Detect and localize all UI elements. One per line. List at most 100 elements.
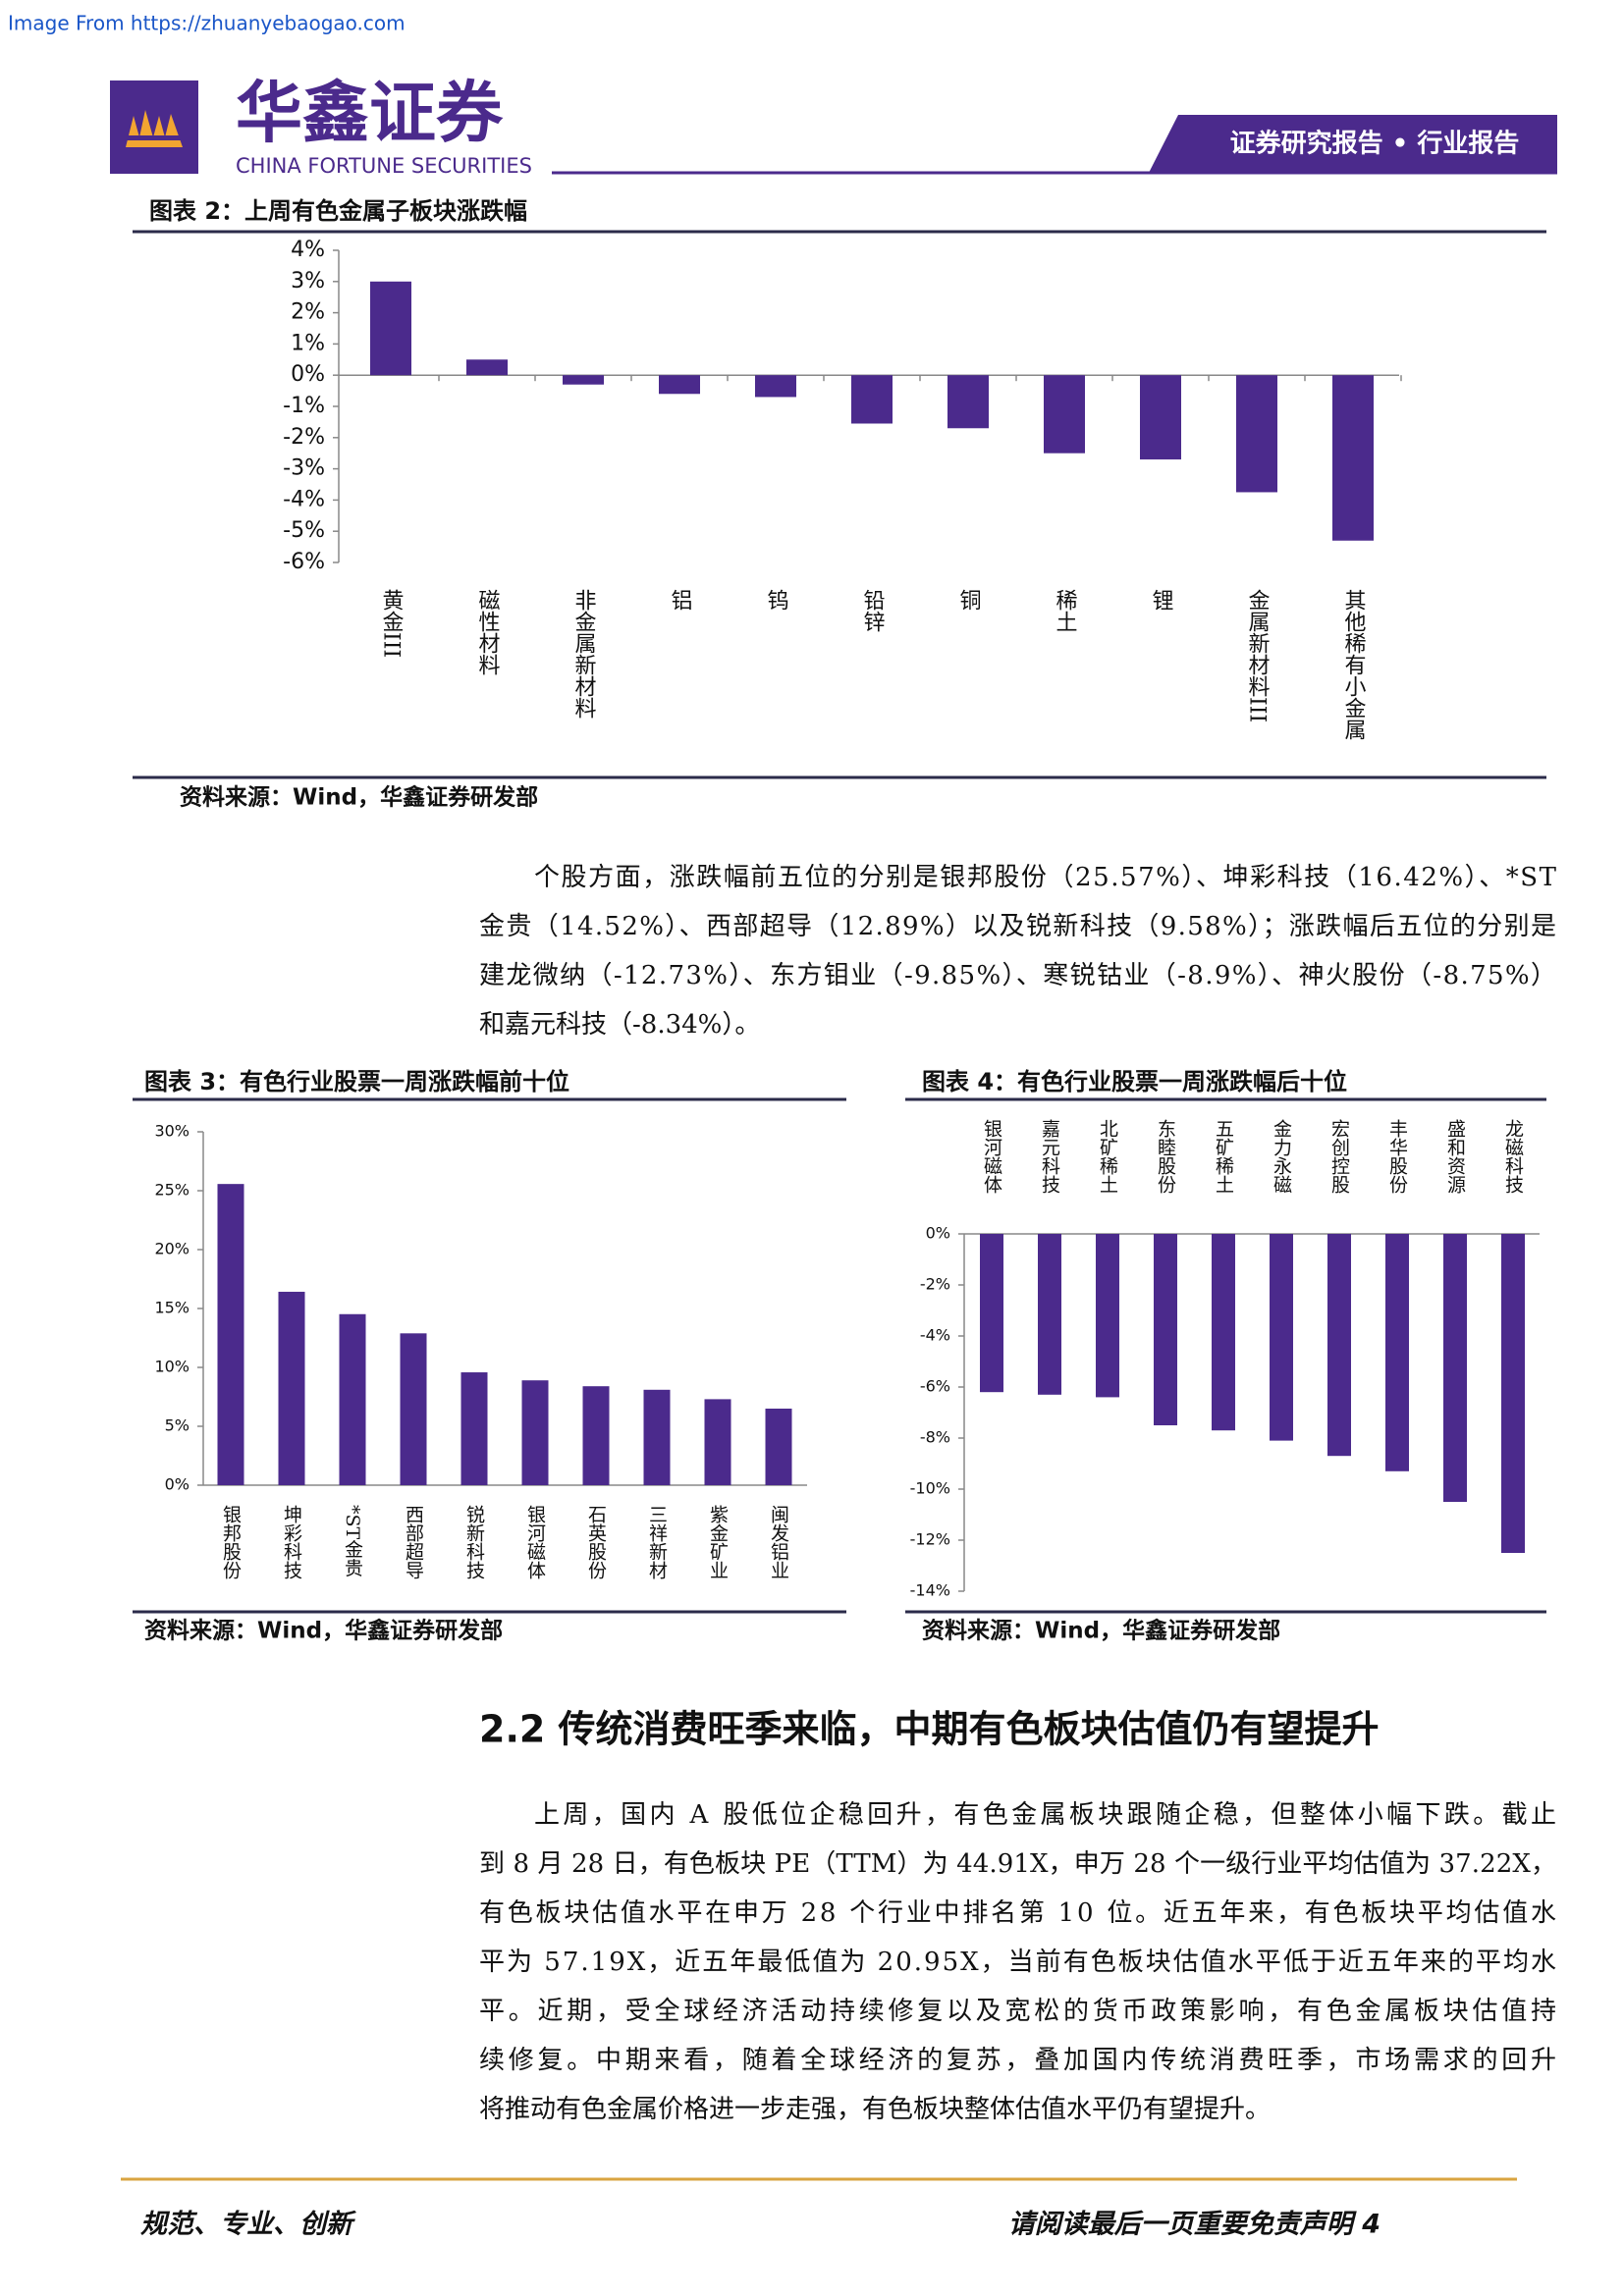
bar xyxy=(563,375,604,385)
x-tick-label: 石英股份 xyxy=(585,1505,607,1579)
x-tick-label: 铅锌 xyxy=(860,589,886,632)
y-tick-label: 20% xyxy=(154,1240,189,1258)
bar xyxy=(339,1313,366,1485)
x-tick-label: 磁性材料 xyxy=(475,589,501,675)
paragraph-line: 将推动有色金属价格进一步走强，有色板块整体估值水平仍有望提升。 xyxy=(479,2095,1271,2124)
company-name-en: CHINA FORTUNE SECURITIES xyxy=(236,154,532,178)
bar xyxy=(582,1386,610,1485)
paragraph-line: 个股方面，涨跌幅前五位的分别是银邦股份（25.57%）、坤彩科技（16.42%）… xyxy=(534,863,1557,892)
footer-disclaimer: 请阅读最后一页重要免责声明 4 xyxy=(1008,2210,1380,2240)
logo-icon xyxy=(124,110,185,147)
x-tick-label: 银河磁体 xyxy=(524,1505,546,1579)
paragraph-line: 金贵（14.52%）、西部超导（12.89%）以及锐新科技（9.58%）；涨跌幅… xyxy=(479,912,1556,941)
company-name: 华鑫证券 xyxy=(236,76,504,153)
x-tick-label: 宏创控股 xyxy=(1328,1119,1350,1194)
bar xyxy=(1270,1234,1293,1441)
bar xyxy=(1332,375,1374,541)
x-tick-label: 其他稀有小金属 xyxy=(1341,589,1367,740)
y-tick-label: -8% xyxy=(920,1428,950,1447)
chart-source: 资料来源：Wind，华鑫证券研发部 xyxy=(922,1618,1280,1644)
bar xyxy=(521,1380,549,1485)
x-tick-label: 铝 xyxy=(668,589,693,611)
x-tick-label: 盛和资源 xyxy=(1444,1119,1466,1195)
bar xyxy=(217,1184,244,1485)
y-tick-label: 4% xyxy=(291,238,325,262)
x-tick-label: 坤彩科技 xyxy=(281,1505,302,1579)
paragraph-line: 和嘉元科技（-8.34%）。 xyxy=(479,1010,760,1040)
x-tick-label: 北矿稀土 xyxy=(1097,1119,1118,1194)
y-tick-label: -4% xyxy=(283,487,325,511)
paragraph-line: 有色板块估值水平在申万 28 个行业中排名第 10 位。近五年来，有色板块平均估… xyxy=(479,1898,1556,1928)
y-tick-label: 15% xyxy=(154,1299,189,1317)
chart-source: 资料来源：Wind，华鑫证券研发部 xyxy=(144,1618,503,1644)
paragraph-line: 建龙微纳（-12.73%）、东方钼业（-9.85%）、寒锐钴业（-8.9%）、神… xyxy=(479,961,1556,990)
y-tick-label: -4% xyxy=(920,1326,950,1345)
x-tick-label: 五矿稀土 xyxy=(1213,1119,1234,1194)
x-tick-label: 黄金III xyxy=(379,589,405,658)
source-note: Image From https://zhuanyebaogao.com xyxy=(8,12,406,35)
chart-title: 图表 3：有色行业股票一周涨跌幅前十位 xyxy=(144,1068,569,1095)
bar xyxy=(755,375,796,398)
x-tick-label: 稀土 xyxy=(1053,589,1078,632)
x-tick-label: 非金属新材料 xyxy=(571,589,597,719)
y-tick-label: 0% xyxy=(291,362,325,387)
report-type: 证券研究报告 • 行业报告 xyxy=(1230,129,1520,159)
x-tick-label: 三祥新材 xyxy=(646,1505,668,1579)
bar xyxy=(851,375,893,424)
bar xyxy=(643,1389,671,1485)
x-tick-label: 龙磁科技 xyxy=(1502,1119,1524,1194)
bar xyxy=(1327,1234,1351,1457)
bar xyxy=(1096,1234,1119,1398)
y-tick-label: 2% xyxy=(291,300,325,325)
bar xyxy=(765,1409,792,1485)
bar xyxy=(460,1372,488,1485)
bar xyxy=(1443,1234,1467,1502)
y-tick-label: 3% xyxy=(291,269,325,294)
y-tick-label: 0% xyxy=(165,1475,189,1494)
x-tick-label: 丰华股份 xyxy=(1386,1119,1408,1194)
y-tick-label: 25% xyxy=(154,1181,189,1200)
y-tick-label: 30% xyxy=(154,1122,189,1141)
x-tick-label: 紫金矿业 xyxy=(707,1505,729,1579)
bar xyxy=(466,359,508,376)
y-tick-label: -2% xyxy=(283,425,325,450)
x-tick-label: 锂 xyxy=(1149,589,1174,611)
y-tick-label: -2% xyxy=(920,1275,950,1294)
y-tick-label: 1% xyxy=(291,331,325,355)
bar xyxy=(1385,1234,1409,1471)
x-tick-label: 东睦股份 xyxy=(1155,1119,1176,1194)
x-tick-label: 钨 xyxy=(764,589,789,611)
bar xyxy=(1501,1234,1525,1553)
bar xyxy=(704,1399,731,1485)
paragraph-line: 到 8 月 28 日，有色板块 PE（TTM）为 44.91X，申万 28 个一… xyxy=(479,1849,1556,1879)
y-tick-label: -6% xyxy=(283,550,325,574)
bar xyxy=(659,375,700,395)
header-banner xyxy=(1149,115,1557,173)
y-tick-label: -10% xyxy=(910,1479,950,1498)
y-tick-label: -6% xyxy=(920,1377,950,1396)
x-tick-label: 银河磁体 xyxy=(981,1119,1002,1194)
bar xyxy=(400,1333,427,1485)
y-tick-label: -12% xyxy=(910,1530,950,1549)
bar xyxy=(370,281,411,376)
paragraph-line: 上周，国内 A 股低位企稳回升，有色金属板块跟随企稳，但整体小幅下跌。截止 xyxy=(534,1800,1556,1830)
x-tick-label: 银邦股份 xyxy=(220,1505,242,1579)
logo-box xyxy=(110,80,198,174)
bar xyxy=(1154,1234,1177,1425)
y-tick-label: 10% xyxy=(154,1358,189,1376)
bar xyxy=(1044,375,1085,454)
bar xyxy=(947,375,989,429)
chart-source: 资料来源：Wind，华鑫证券研发部 xyxy=(180,784,538,811)
bar xyxy=(278,1291,305,1485)
chart-title: 图表 2：上周有色金属子板块涨跌幅 xyxy=(149,197,527,225)
paragraph-line: 续修复。中期来看，随着全球经济的复苏，叠加国内传统消费旺季，市场需求的回升 xyxy=(479,2046,1556,2075)
x-tick-label: 铜 xyxy=(956,589,982,611)
y-tick-label: -3% xyxy=(283,456,325,481)
x-tick-label: 嘉元科技 xyxy=(1039,1119,1060,1194)
x-tick-label: 金力永磁 xyxy=(1271,1119,1292,1194)
bar xyxy=(1212,1234,1235,1431)
chart-title: 图表 4：有色行业股票一周涨跌幅后十位 xyxy=(922,1068,1347,1095)
y-tick-label: 0% xyxy=(926,1224,950,1243)
